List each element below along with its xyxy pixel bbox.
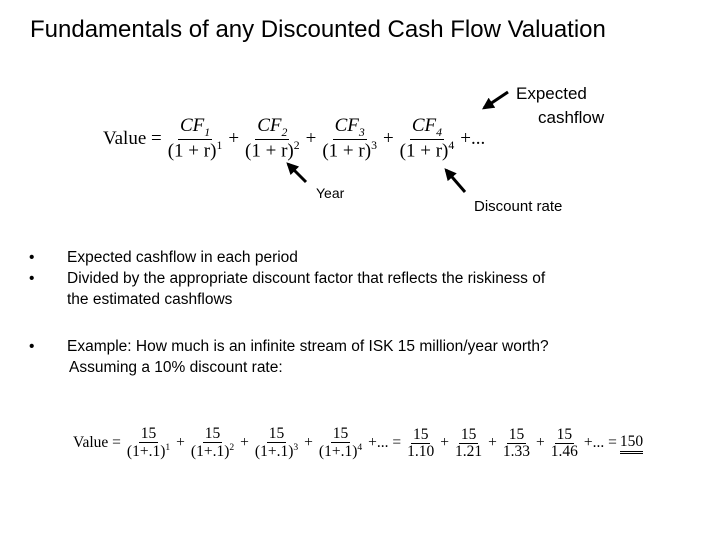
expected-cashflow-arrow [482, 90, 509, 110]
formula-lhs: Value = [103, 127, 162, 149]
bullet-text: Example: How much is an infinite stream … [67, 338, 549, 355]
expected-label-line1: Expected [516, 84, 587, 103]
formula-result: 150 [619, 433, 644, 454]
slide-title: Fundamentals of any Discounted Cash Flow… [30, 16, 606, 43]
bullet-continuation: the estimated cashflows [67, 291, 233, 308]
bullet-text: Divided by the appropriate discount fact… [67, 270, 546, 287]
dcf-formula: Value = CF1 (1 + r)1 + CF2 (1 + r)2 + CF… [100, 116, 488, 161]
example-term-3: 15 (1+.1)3 [254, 425, 299, 461]
example-term-2: 15 (1+.1)2 [190, 425, 235, 461]
year-arrow [286, 162, 308, 184]
example-decimal-term-2: 15 1.21 [455, 425, 483, 460]
example-term-1: 15 (1+.1)1 [126, 425, 171, 461]
bullet-marker: • [29, 270, 35, 287]
example-decimal-term-4: 15 1.46 [550, 425, 578, 460]
formula-ellipsis: +... [460, 127, 486, 149]
example-term-4: 15 (1+.1)4 [318, 425, 363, 461]
formula-ellipsis-equals: +... = [368, 434, 402, 452]
bullet-marker: • [29, 338, 35, 355]
discount-rate-label: Discount rate [474, 198, 563, 215]
plus-sign: + [488, 434, 497, 452]
discount-rate-arrow [444, 168, 467, 193]
formula-term-4: CF4 (1 + r)4 [399, 115, 455, 162]
example-decimal-term-3: 15 1.33 [502, 425, 531, 460]
year-label: Year [316, 185, 345, 201]
plus-sign: + [304, 434, 313, 452]
plus-sign: + [176, 434, 185, 452]
expected-label-line2: cashflow [538, 108, 605, 127]
bullet-item: • Example: How much is an infinite strea… [29, 336, 669, 357]
formula-term-2: CF2 (1 + r)2 [245, 115, 300, 162]
plus-sign: + [382, 127, 394, 149]
example-decimal-term-1: 15 1.10 [407, 425, 435, 460]
plus-sign: + [536, 434, 545, 452]
formula-term-3: CF3 (1 + r)3 [322, 115, 377, 162]
bullet-marker: • [29, 249, 35, 266]
bullet-continuation: Assuming a 10% discount rate: [69, 359, 283, 376]
plus-sign: + [305, 127, 317, 149]
bullet-item: • Expected cashflow in each period [29, 247, 669, 268]
example-formula: Value = 15 (1+.1)1 + 15 (1+.1)2 + 15 (1+… [70, 425, 644, 461]
plus-sign: + [440, 434, 450, 452]
plus-sign: + [240, 434, 249, 452]
bullet-item: • Divided by the appropriate discount fa… [29, 268, 669, 289]
formula-term-1: CF1 (1 + r)1 [167, 115, 223, 162]
bullet-list: • Expected cashflow in each period • Div… [29, 247, 669, 378]
formula-lhs: Value = [73, 434, 121, 452]
bullet-text: Expected cashflow in each period [67, 249, 298, 266]
formula-ellipsis-equals: +... = [583, 434, 617, 452]
plus-sign: + [228, 127, 240, 149]
